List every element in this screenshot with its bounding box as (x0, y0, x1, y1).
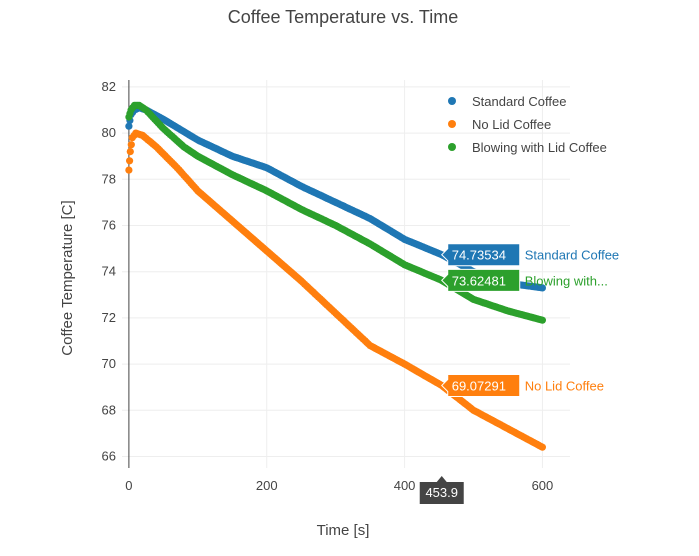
hover-value-label: 69.07291 (452, 378, 506, 393)
y-tick-label: 80 (102, 125, 116, 140)
legend-label: Standard Coffee (472, 94, 566, 109)
series-no-lid-coffee[interactable] (125, 129, 547, 451)
legend-label: No Lid Coffee (472, 117, 551, 132)
hover-series-name: No Lid Coffee (525, 378, 604, 393)
y-tick-label: 70 (102, 356, 116, 371)
data-point (126, 157, 134, 165)
series-blowing-with-lid-coffee[interactable] (125, 101, 547, 324)
hover-labels: 453.9 74.73534 Standard Coffee 73.62481 Blow… (419, 243, 619, 504)
legend-marker (448, 120, 456, 128)
x-axis-title: Time [s] (317, 522, 370, 539)
hover-value-box (441, 268, 521, 292)
data-point (126, 148, 134, 156)
legend-item[interactable]: Blowing with Lid Coffee (448, 140, 607, 155)
hover-series-name: Blowing with... (525, 273, 608, 288)
hover-value-label: 73.62481 (452, 273, 506, 288)
hover-x-label: 453.9 (425, 485, 458, 500)
hover-value-label: 74.73534 (452, 248, 506, 263)
chart-title: Coffee Temperature vs. Time (228, 7, 458, 27)
hover-value-box (441, 373, 521, 397)
data-point (538, 284, 547, 292)
y-tick-label: 66 (102, 448, 116, 463)
legend[interactable]: Standard Coffee No Lid Coffee Blowing with… (448, 94, 607, 155)
y-axis-title: Coffee Temperature [C] (59, 200, 76, 355)
x-tick-label: 600 (532, 478, 554, 493)
data-point (125, 122, 133, 130)
axes: 66 68 70 72 74 76 78 80 82 0 200 400 600 (102, 79, 554, 493)
x-tick-label: 200 (256, 478, 278, 493)
data-point (538, 443, 547, 451)
data-point (125, 166, 133, 174)
x-tick-label: 0 (125, 478, 132, 493)
hover-x-pointer (436, 476, 447, 482)
legend-label: Blowing with Lid Coffee (472, 140, 607, 155)
legend-item[interactable]: Standard Coffee (448, 94, 566, 109)
y-tick-label: 74 (102, 264, 116, 279)
y-tick-label: 76 (102, 218, 116, 233)
hover-x-box (419, 482, 464, 504)
legend-marker (448, 97, 456, 105)
y-tick-label: 72 (102, 310, 116, 325)
x-tick-label: 400 (394, 478, 416, 493)
legend-marker (448, 143, 456, 151)
hover-series-name: Standard Coffee (525, 248, 619, 263)
y-tick-label: 78 (102, 171, 116, 186)
legend-item[interactable]: No Lid Coffee (448, 117, 551, 132)
data-point (538, 316, 547, 324)
data-point (127, 141, 135, 149)
y-tick-label: 68 (102, 402, 116, 417)
hover-value-box (441, 243, 521, 267)
y-tick-label: 82 (102, 79, 116, 94)
grid-lines (122, 80, 570, 468)
